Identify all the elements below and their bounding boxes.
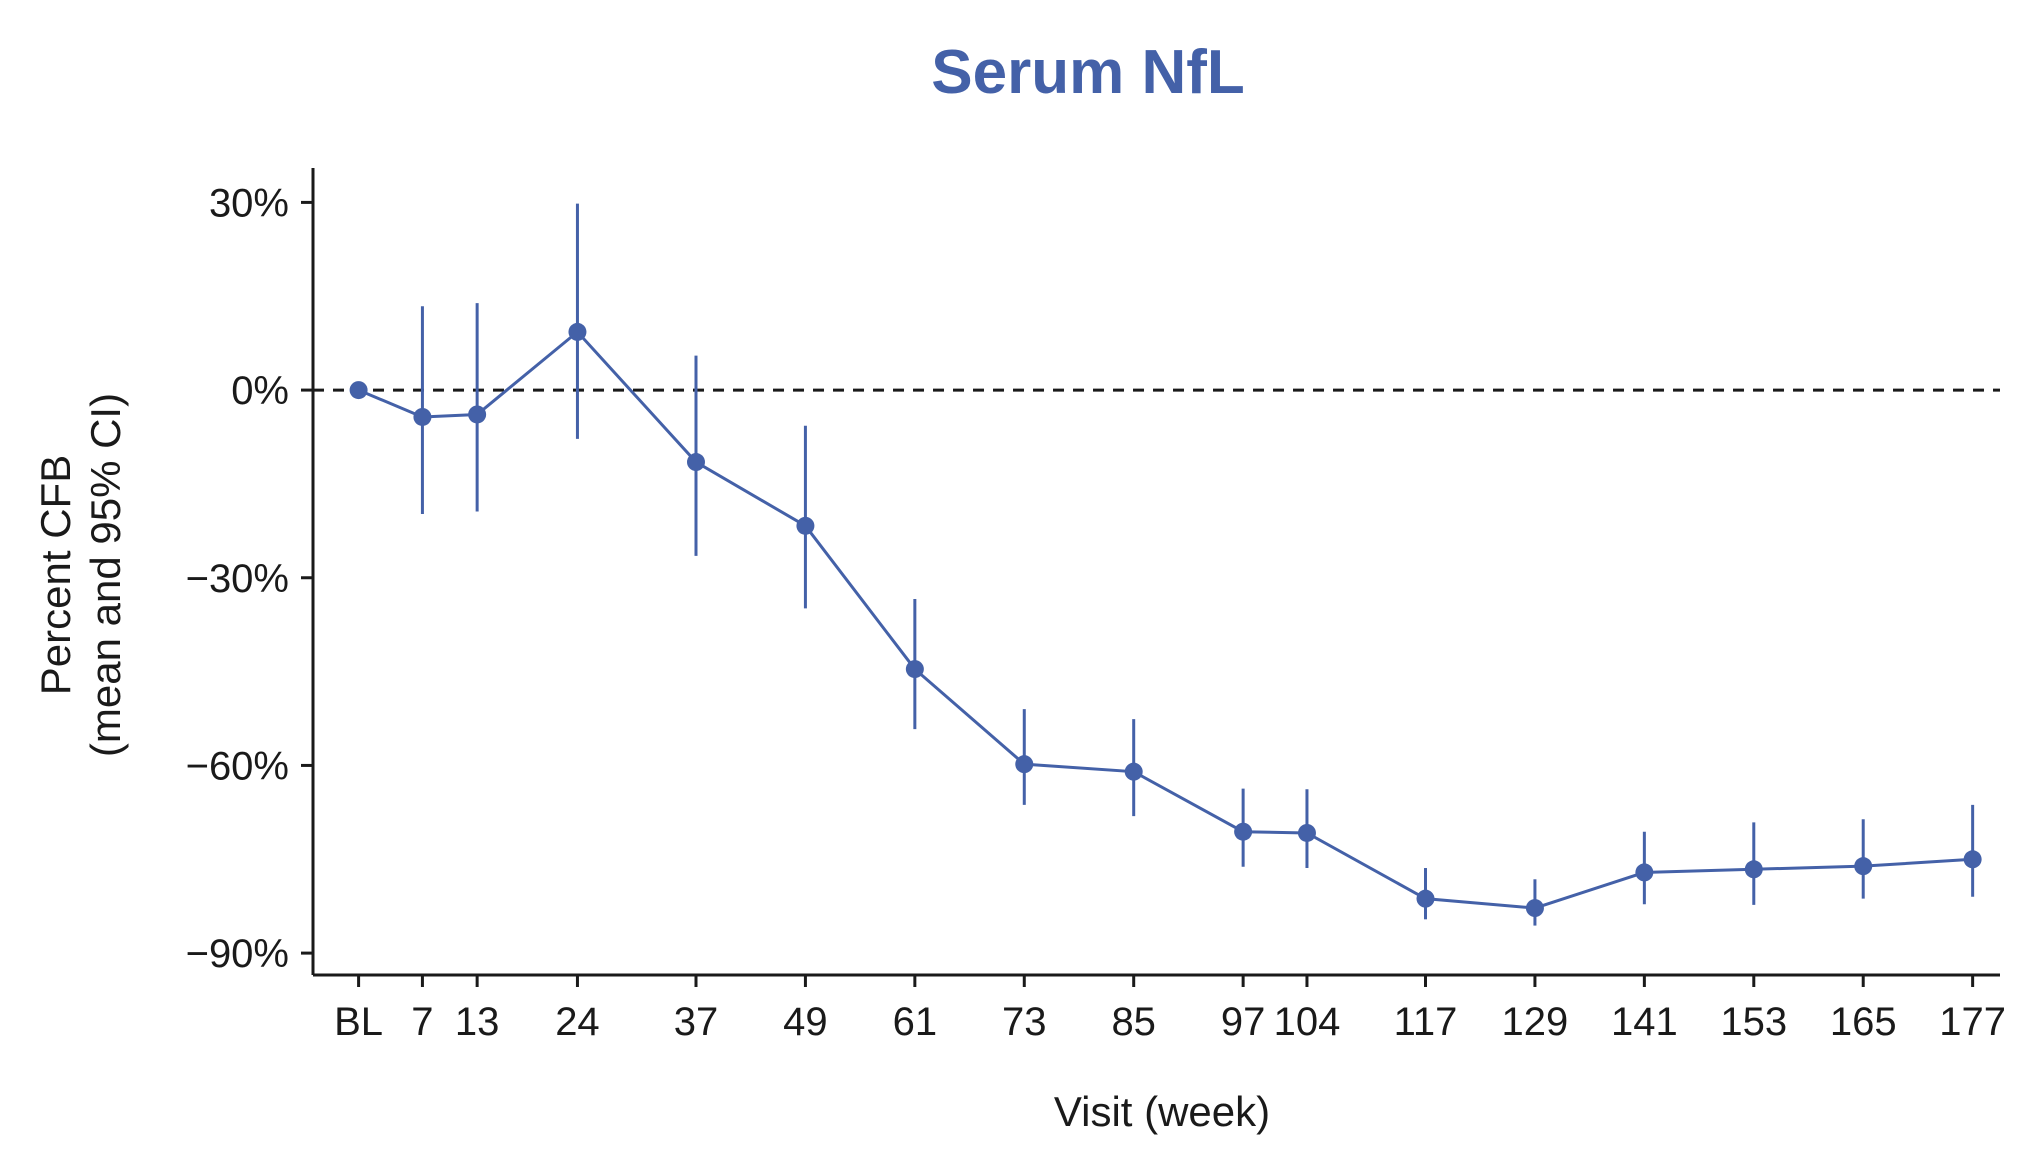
y-tick-label: −60%	[186, 744, 289, 788]
x-tick-label: BL	[334, 1000, 383, 1044]
data-point	[1525, 899, 1544, 918]
x-tick-label: 24	[555, 1000, 600, 1044]
data-point	[1963, 850, 1982, 869]
chart-title: Serum NfL	[931, 38, 1244, 107]
data-point	[468, 405, 487, 424]
data-point	[1124, 762, 1143, 781]
x-tick-label: 61	[893, 1000, 938, 1044]
y-tick-label: 30%	[209, 181, 289, 225]
x-tick-label: 177	[1939, 1000, 2006, 1044]
y-tick-label: −30%	[186, 557, 289, 601]
data-point	[905, 660, 924, 679]
data-point	[413, 407, 432, 426]
y-axis-label-line-1: Percent CFB	[32, 455, 79, 695]
x-tick-label: 165	[1830, 1000, 1897, 1044]
y-axis-label-line-2: (mean and 95% CI)	[82, 393, 129, 757]
data-point	[1854, 857, 1873, 876]
x-tick-label: 129	[1502, 1000, 1569, 1044]
x-tick-label: 73	[1002, 1000, 1047, 1044]
data-point	[1297, 823, 1316, 842]
series-line	[358, 329, 1973, 910]
x-axis-label: Visit (week)	[1054, 1088, 1270, 1135]
data-point	[1234, 822, 1253, 841]
data-point	[568, 322, 587, 341]
x-tick-label: 85	[1111, 1000, 1156, 1044]
x-tick-label: 7	[411, 1000, 433, 1044]
y-tick-label: 0%	[231, 369, 289, 413]
x-tick-label: 37	[674, 1000, 719, 1044]
x-tick-label: 117	[1394, 1000, 1458, 1044]
x-tick-label: 13	[455, 1000, 500, 1044]
data-point	[1744, 860, 1763, 879]
plot-area: 30% 0% −30% −60% −90% BL 7 13 24 37 49 61 73 85 97 104 1…	[186, 168, 2006, 1044]
x-tick-label: 104	[1274, 1000, 1341, 1044]
x-tick-label: 153	[1720, 1000, 1787, 1044]
data-point	[1635, 863, 1654, 882]
y-axis-label: Percent CFB (mean and 95% CI)	[32, 393, 129, 757]
data-point	[1015, 755, 1034, 774]
x-tick-label: 49	[783, 1000, 828, 1044]
data-point	[796, 516, 815, 535]
y-tick-label: −90%	[186, 932, 289, 976]
x-tick-label: 97	[1221, 1000, 1266, 1044]
x-tick-label: 141	[1611, 1000, 1678, 1044]
data-point	[349, 381, 368, 400]
data-point	[1416, 889, 1435, 908]
data-point	[686, 453, 705, 472]
